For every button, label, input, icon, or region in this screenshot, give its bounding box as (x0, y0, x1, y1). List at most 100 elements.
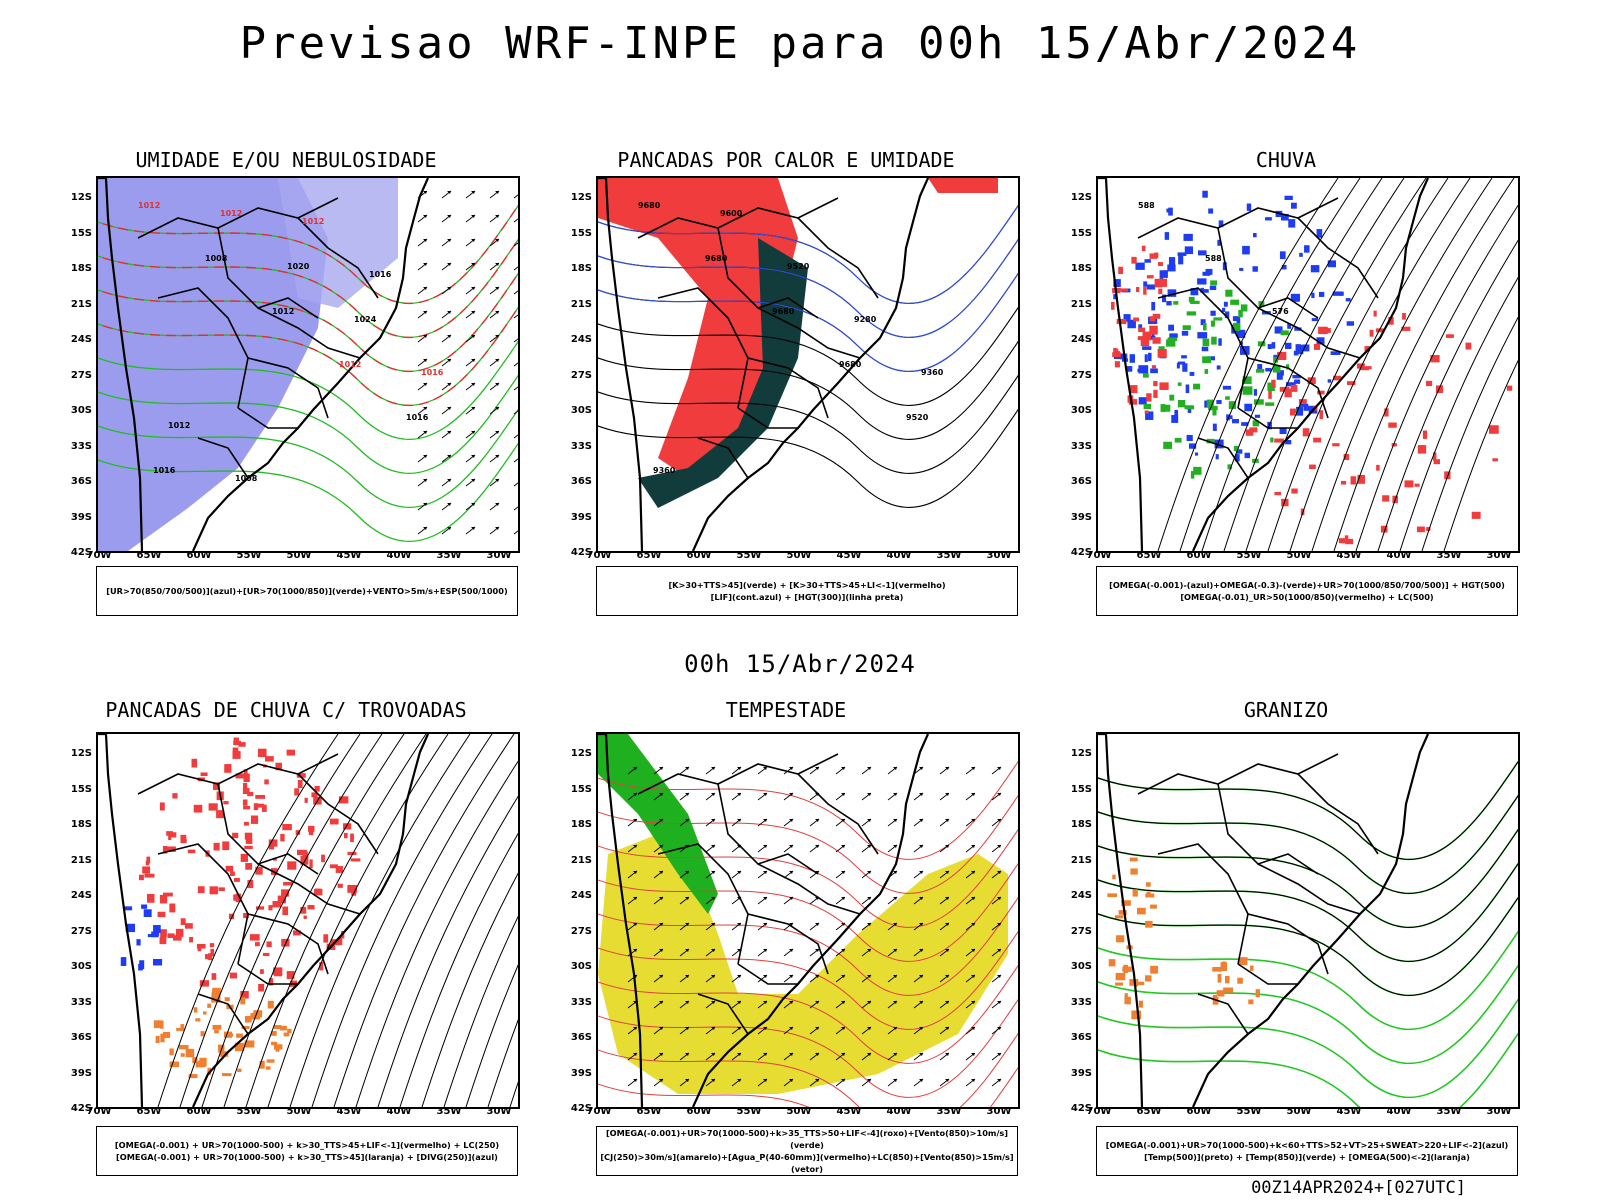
wind-vector (679, 766, 690, 775)
rain-area (1338, 538, 1346, 544)
contour-line (1098, 862, 1518, 962)
streamline (179, 734, 361, 1107)
rain-area (1197, 332, 1208, 339)
lon-tick-label: 55W (1236, 1106, 1262, 1117)
streamline (1399, 276, 1518, 551)
wind-vector (653, 948, 664, 957)
rain-area (1284, 195, 1293, 200)
wind-vector (835, 818, 846, 827)
rain-area (1339, 291, 1344, 296)
thunder-area (209, 886, 218, 895)
thunder-area (191, 758, 198, 768)
wind-vector (809, 818, 820, 827)
wind-vector (489, 262, 500, 271)
wind-vector (441, 406, 452, 415)
wind-vector (861, 818, 872, 827)
rain-area (1131, 256, 1137, 264)
thunder-area (225, 865, 234, 872)
wind-vector (757, 948, 768, 957)
streamline (1179, 178, 1361, 551)
thunder-area (281, 938, 290, 947)
rain-area (1147, 352, 1152, 362)
thunder-area (254, 942, 260, 947)
wind-vector (627, 870, 638, 879)
rain-area (1212, 423, 1217, 431)
hail-area (1255, 989, 1260, 998)
rain-area (1404, 480, 1414, 488)
rain-area (1253, 389, 1257, 396)
rain-area (1222, 385, 1232, 390)
lat-tick-label: 42S (1070, 547, 1092, 558)
rain-area (1245, 429, 1254, 436)
contour-line (598, 238, 1018, 338)
rain-area (1316, 229, 1323, 238)
rain-area (1113, 348, 1119, 354)
lat-tick-label: 12S (1070, 748, 1092, 759)
wind-vector (835, 1000, 846, 1009)
rain-area (1186, 311, 1197, 316)
wind-vector (939, 1052, 950, 1061)
thunder-area (264, 779, 269, 785)
contour-line (98, 442, 518, 543)
wind-vector (417, 430, 428, 439)
rain-area (1492, 458, 1498, 462)
thunder-area (314, 785, 320, 792)
wind-vector (627, 896, 638, 905)
rain-area (1203, 322, 1207, 331)
streamline (355, 760, 518, 1107)
thunder-area (197, 944, 202, 952)
contour-line (1098, 964, 1518, 1065)
wind-vector (417, 334, 428, 343)
wind-vector (913, 922, 924, 931)
wind-vector (417, 406, 428, 415)
thunder-area (187, 1050, 193, 1058)
wind-vector (653, 1052, 664, 1061)
rain-area (1184, 246, 1194, 255)
rain-area (1216, 400, 1222, 404)
legend-umidade: [UR>70(850/700/500)](azul)+[UR>70(1000/8… (96, 566, 518, 616)
wind-vector (489, 454, 500, 463)
thunder-area (275, 762, 282, 771)
thunder-area (159, 894, 168, 904)
wind-vector (835, 792, 846, 801)
rain-area (1252, 420, 1260, 427)
thunder-area (243, 782, 248, 792)
thunder-area (208, 803, 218, 811)
lat-tick-label: 21S (70, 298, 92, 310)
rain-area (1273, 356, 1279, 363)
rain-area (1253, 232, 1257, 238)
thunder-area (193, 804, 203, 813)
thunder-area (232, 747, 239, 753)
wind-vector (679, 922, 690, 931)
rain-area (1364, 346, 1371, 352)
thunder-area (281, 889, 289, 897)
lon-tick-label: 55W (736, 1106, 762, 1117)
thunder-area (235, 773, 246, 779)
lat-tick-label: 18S (570, 263, 592, 274)
rain-area (1149, 316, 1156, 322)
hail-area (1116, 935, 1125, 943)
wind-vector (913, 1026, 924, 1035)
country-border (1257, 863, 1361, 915)
lat-tick-label: 24S (1070, 334, 1092, 345)
wind-vector (835, 844, 846, 853)
wind-vector (757, 766, 768, 775)
rain-area (1489, 425, 1499, 434)
wind-vector (757, 1026, 768, 1035)
thunder-area (311, 792, 318, 798)
lon-tick-label: 65W (636, 550, 662, 561)
map-pancadas: 9680 9680 9680 9680 9520 9360 9600 9520 9280 9360 (596, 176, 1020, 553)
panel-title-granizo: GRANIZO (1243, 698, 1329, 722)
rain-area (1159, 270, 1164, 280)
wind-vector (465, 238, 476, 247)
rain-area (1167, 289, 1177, 297)
wind-vector (465, 334, 476, 343)
lat-tick-label: 42S (70, 1103, 92, 1114)
wind-vector (913, 896, 924, 905)
thunder-area (323, 934, 329, 943)
rain-area (1153, 389, 1158, 398)
thunder-area (236, 1033, 243, 1038)
wind-vector (757, 870, 768, 879)
wind-vector (513, 314, 518, 319)
wind-vector (861, 766, 872, 775)
